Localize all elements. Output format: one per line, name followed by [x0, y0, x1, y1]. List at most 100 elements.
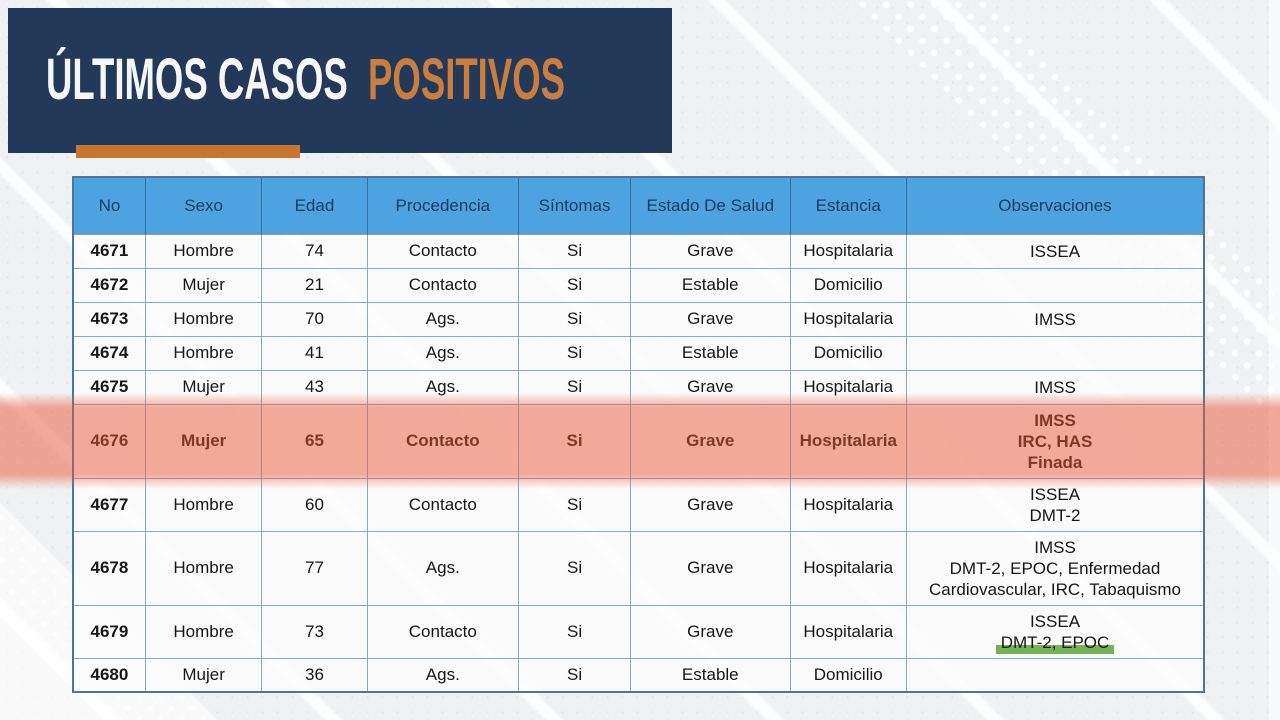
observacion-line: DMT-2 [1029, 505, 1081, 525]
cell-procedencia: Contacto [366, 604, 520, 659]
cell-estado-de-salud: Estable [630, 335, 791, 371]
cell-procedencia: Ags. [366, 301, 520, 337]
column-header-observaciones: Observaciones [906, 176, 1205, 235]
cell-sexo: Mujer [144, 657, 263, 693]
page-title: ÚLTIMOS CASOS POSITIVOS [46, 48, 565, 112]
cell-estado-de-salud: Grave [630, 477, 791, 532]
cell-observaciones: ISSEA [906, 233, 1205, 269]
cell-sintomas: Si [518, 267, 632, 303]
cell-edad: 41 [261, 335, 368, 371]
observacion-line: ISSEA [1029, 611, 1081, 631]
observacion-line: IMSS [1034, 410, 1076, 430]
observacion-line: IMSS [1034, 377, 1076, 397]
cell-no: 4675 [72, 369, 146, 405]
column-header-estado-de-salud: Estado De Salud [630, 176, 791, 235]
table-row: 4676 Mujer 65 Contacto Si Grave Hospitalaria IM… [72, 403, 1205, 479]
cell-no: 4671 [72, 233, 146, 269]
cell-observaciones: IMSS DMT-2, EPOC, Enfermedad Cardiovascula… [906, 530, 1205, 606]
cell-procedencia: Contacto [366, 267, 520, 303]
cell-observaciones [906, 657, 1205, 693]
cell-estancia: Domicilio [789, 657, 908, 693]
cell-edad: 74 [261, 233, 368, 269]
cell-procedencia: Ags. [366, 335, 520, 371]
cell-sexo: Hombre [144, 335, 263, 371]
cell-observaciones: ISSEA DMT-2, EPOC [906, 604, 1205, 659]
cases-table: No Sexo Edad Procedencia Síntomas Estado De S… [72, 176, 1205, 693]
cell-estancia: Hospitalaria [789, 403, 908, 479]
cell-estancia: Hospitalaria [789, 530, 908, 606]
cell-sintomas: Si [518, 301, 632, 337]
cell-edad: 60 [261, 477, 368, 532]
column-header-estancia: Estancia [789, 176, 908, 235]
cell-procedencia: Ags. [366, 369, 520, 405]
cell-edad: 65 [261, 403, 368, 479]
cell-sexo: Hombre [144, 604, 263, 659]
cell-edad: 36 [261, 657, 368, 693]
cell-estado-de-salud: Grave [630, 530, 791, 606]
cell-estancia: Hospitalaria [789, 477, 908, 532]
cell-estado-de-salud: Estable [630, 657, 791, 693]
cell-observaciones: IMSS [906, 369, 1205, 405]
observacion-line: Cardiovascular, IRC, Tabaquismo [929, 579, 1181, 599]
cell-no: 4674 [72, 335, 146, 371]
cell-sexo: Mujer [144, 403, 263, 479]
cell-estado-de-salud: Grave [630, 301, 791, 337]
column-header-s-ntomas: Síntomas [518, 176, 632, 235]
cell-no: 4676 [72, 403, 146, 479]
column-header-no: No [72, 176, 146, 235]
cell-estancia: Hospitalaria [789, 233, 908, 269]
table-row: 4679 Hombre 73 Contacto Si Grave Hospitalaria I… [72, 604, 1205, 659]
cell-estado-de-salud: Grave [630, 369, 791, 405]
cell-estancia: Hospitalaria [789, 604, 908, 659]
cell-estancia: Hospitalaria [789, 301, 908, 337]
cell-no: 4678 [72, 530, 146, 606]
observacion-line: IMSS [1034, 537, 1076, 557]
cell-no: 4679 [72, 604, 146, 659]
table-row: 4677 Hombre 60 Contacto Si Grave Hospitalaria I… [72, 477, 1205, 532]
cell-edad: 73 [261, 604, 368, 659]
cell-estancia: Domicilio [789, 335, 908, 371]
column-header-edad: Edad [261, 176, 368, 235]
title-block: ÚLTIMOS CASOS POSITIVOS [8, 8, 672, 153]
column-header-sexo: Sexo [144, 176, 263, 235]
cell-observaciones: IMSS [906, 301, 1205, 337]
cell-estancia: Hospitalaria [789, 369, 908, 405]
observacion-line: DMT-2, EPOC, Enfermedad [949, 558, 1161, 578]
page-title-main: ÚLTIMOS CASOS [46, 47, 348, 112]
cell-sintomas: Si [518, 233, 632, 269]
cell-no: 4677 [72, 477, 146, 532]
cell-sintomas: Si [518, 335, 632, 371]
cell-sintomas: Si [518, 530, 632, 606]
cell-procedencia: Ags. [366, 657, 520, 693]
cell-edad: 43 [261, 369, 368, 405]
cell-edad: 21 [261, 267, 368, 303]
cell-sintomas: Si [518, 477, 632, 532]
cell-observaciones: ISSEA DMT-2 [906, 477, 1205, 532]
cell-observaciones [906, 267, 1205, 303]
cell-sexo: Mujer [144, 369, 263, 405]
observacion-line: ISSEA [1029, 484, 1081, 504]
cell-procedencia: Contacto [366, 233, 520, 269]
cell-edad: 70 [261, 301, 368, 337]
table-row: 4673 Hombre 70 Ags. Si Grave Hospitalaria IMSS [72, 301, 1205, 337]
cell-procedencia: Contacto [366, 403, 520, 479]
observacion-line: ISSEA [1029, 241, 1081, 261]
cell-sexo: Hombre [144, 301, 263, 337]
observacion-line: IRC, HAS [1017, 431, 1093, 451]
cell-estado-de-salud: Estable [630, 267, 791, 303]
observacion-line: Finada [1027, 452, 1083, 472]
observacion-line: IMSS [1034, 309, 1076, 329]
cell-sexo: Mujer [144, 267, 263, 303]
table-row: 4674 Hombre 41 Ags. Si Estable Domicilio [72, 335, 1205, 371]
cell-no: 4673 [72, 301, 146, 337]
cell-estado-de-salud: Grave [630, 403, 791, 479]
cell-procedencia: Ags. [366, 530, 520, 606]
right-edge-decoration [1269, 0, 1280, 720]
cell-sintomas: Si [518, 369, 632, 405]
cell-sintomas: Si [518, 604, 632, 659]
cell-estancia: Domicilio [789, 267, 908, 303]
table-header-row: No Sexo Edad Procedencia Síntomas Estado De S… [72, 176, 1205, 235]
green-marker: DMT-2, EPOC [995, 632, 1115, 654]
cell-observaciones: IMSS IRC, HAS Finada [906, 403, 1205, 479]
